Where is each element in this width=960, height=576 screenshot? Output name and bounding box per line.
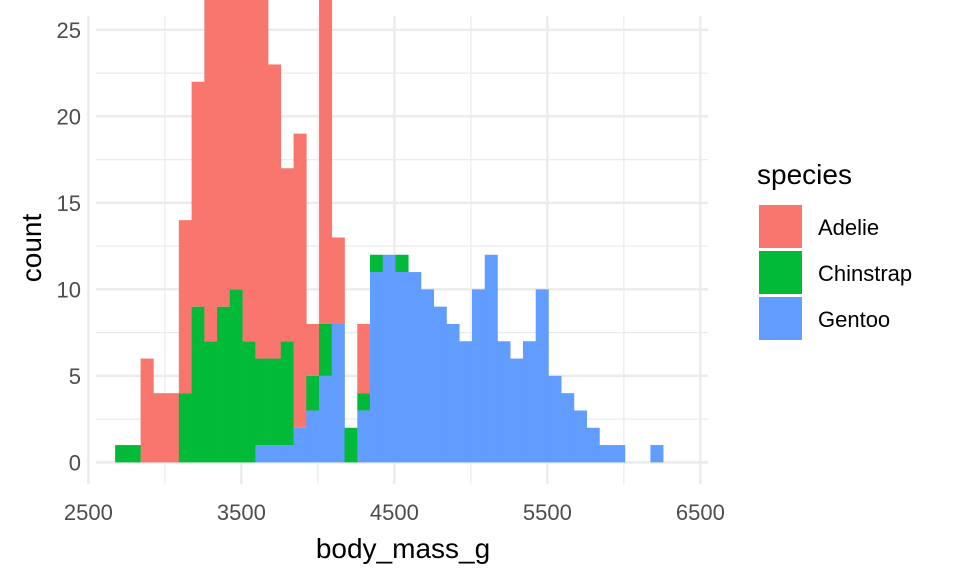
y-tick-label: 15 xyxy=(57,191,81,216)
bar-gentoo xyxy=(510,358,524,463)
histogram-bars xyxy=(115,0,664,463)
bar-adelie xyxy=(293,133,307,428)
bar-chinstrap xyxy=(370,254,384,273)
bar-adelie xyxy=(153,393,167,463)
legend-key-adelie xyxy=(759,205,802,248)
bar-chinstrap xyxy=(319,323,333,376)
bar-gentoo xyxy=(331,323,345,463)
bar-adelie xyxy=(331,237,345,324)
bar-gentoo xyxy=(471,289,486,463)
bar-adelie xyxy=(319,0,333,324)
bar-gentoo xyxy=(408,272,422,463)
bar-chinstrap xyxy=(306,375,320,411)
legend-label-chinstrap: Chinstrap xyxy=(818,261,912,286)
bar-chinstrap xyxy=(191,306,205,463)
bar-gentoo xyxy=(650,445,664,463)
bar-adelie xyxy=(255,0,269,359)
bar-adelie xyxy=(217,0,231,307)
bar-chinstrap xyxy=(395,254,409,273)
bar-gentoo xyxy=(357,410,371,463)
y-tick-label: 25 xyxy=(57,18,81,43)
x-tick-label: 2500 xyxy=(64,500,113,525)
bar-adelie xyxy=(178,220,192,394)
bar-chinstrap xyxy=(242,341,256,463)
bar-gentoo xyxy=(446,323,460,463)
bar-chinstrap xyxy=(115,445,129,463)
bar-gentoo xyxy=(599,445,613,463)
y-tick-label: 0 xyxy=(69,450,81,475)
bar-gentoo xyxy=(395,272,409,463)
bar-adelie xyxy=(229,0,243,290)
bar-adelie xyxy=(357,323,371,394)
bar-gentoo xyxy=(497,341,511,463)
bar-gentoo xyxy=(421,289,435,463)
bar-adelie xyxy=(268,64,282,359)
bar-chinstrap xyxy=(268,358,282,446)
x-tick-label: 5500 xyxy=(523,500,572,525)
bar-gentoo xyxy=(268,445,282,463)
bar-gentoo xyxy=(573,410,587,463)
x-tick-label: 6500 xyxy=(676,500,725,525)
x-axis-tick-labels: 2500 3500 4500 5500 6500 xyxy=(64,500,725,525)
bar-gentoo xyxy=(280,445,294,463)
bar-adelie xyxy=(280,168,294,342)
bar-gentoo xyxy=(293,427,307,463)
legend-label-gentoo: Gentoo xyxy=(818,307,890,332)
bar-adelie xyxy=(306,323,320,376)
bar-adelie xyxy=(191,81,205,307)
bar-gentoo xyxy=(433,306,447,463)
bar-chinstrap xyxy=(229,289,243,463)
x-tick-label: 4500 xyxy=(370,500,419,525)
legend: species Adelie Chinstrap Gentoo xyxy=(757,159,912,340)
bar-chinstrap xyxy=(217,306,231,463)
bar-adelie xyxy=(140,358,154,463)
bar-gentoo xyxy=(306,410,320,463)
legend-key-chinstrap xyxy=(759,251,802,294)
bar-chinstrap xyxy=(255,358,269,446)
bar-gentoo xyxy=(382,254,396,463)
bar-gentoo xyxy=(484,254,498,463)
bar-gentoo xyxy=(459,341,473,463)
legend-title: species xyxy=(757,159,852,190)
bar-gentoo xyxy=(548,375,562,463)
y-axis-tick-labels: 0 5 10 15 20 25 xyxy=(57,18,81,476)
bar-adelie xyxy=(166,393,180,463)
bar-chinstrap xyxy=(127,445,141,463)
y-tick-label: 5 xyxy=(69,364,81,389)
bar-gentoo xyxy=(319,375,333,463)
y-tick-label: 10 xyxy=(57,277,81,302)
legend-key-gentoo xyxy=(759,297,802,340)
bar-gentoo xyxy=(370,272,384,463)
bar-chinstrap xyxy=(204,341,218,463)
x-tick-label: 3500 xyxy=(217,500,266,525)
bar-gentoo xyxy=(255,445,269,463)
legend-label-adelie: Adelie xyxy=(818,215,879,240)
bar-gentoo xyxy=(535,289,549,463)
bar-chinstrap xyxy=(357,393,371,411)
bar-gentoo xyxy=(612,445,626,463)
y-axis-title: count xyxy=(16,214,47,283)
bar-gentoo xyxy=(561,393,575,463)
bar-chinstrap xyxy=(280,341,294,446)
bar-gentoo xyxy=(586,427,600,463)
y-tick-label: 20 xyxy=(57,104,81,129)
bar-chinstrap xyxy=(344,427,358,463)
bar-gentoo xyxy=(522,341,537,463)
bar-adelie xyxy=(242,0,256,342)
bar-chinstrap xyxy=(178,393,192,463)
x-axis-title: body_mass_g xyxy=(316,533,490,564)
bar-adelie xyxy=(204,0,218,342)
